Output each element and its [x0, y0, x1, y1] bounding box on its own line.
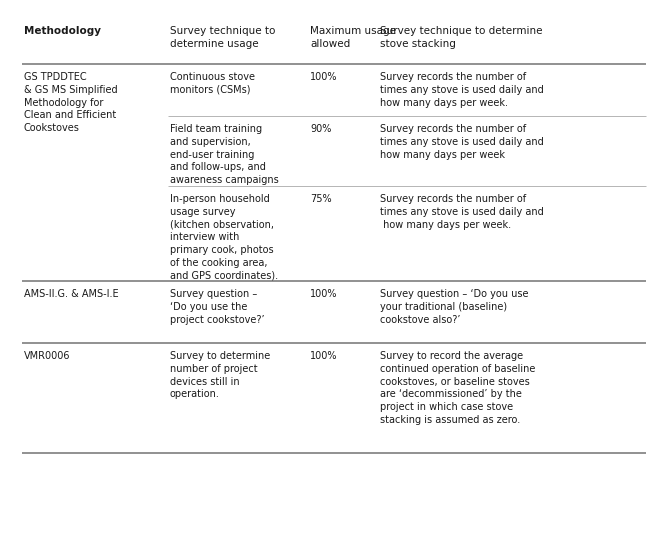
Text: VMR0006: VMR0006 [24, 351, 70, 361]
Text: Survey technique to determine
stove stacking: Survey technique to determine stove stac… [380, 26, 542, 49]
Text: Continuous stove
monitors (CSMs): Continuous stove monitors (CSMs) [170, 72, 255, 95]
Text: 75%: 75% [310, 194, 331, 204]
Text: Methodology: Methodology [24, 26, 101, 36]
Text: Survey records the number of
times any stove is used daily and
how many days per: Survey records the number of times any s… [380, 124, 544, 160]
Text: 100%: 100% [310, 351, 337, 361]
Text: Survey to record the average
continued operation of baseline
cookstoves, or base: Survey to record the average continued o… [380, 351, 535, 425]
Text: Field team training
and supervision,
end-user training
and follow-ups, and
aware: Field team training and supervision, end… [170, 124, 279, 185]
Text: 90%: 90% [310, 124, 331, 134]
Text: Maximum usage
allowed: Maximum usage allowed [310, 26, 396, 49]
Text: Survey to determine
number of project
devices still in
operation.: Survey to determine number of project de… [170, 351, 270, 399]
Text: In-person household
usage survey
(kitchen observation,
interview with
primary co: In-person household usage survey (kitche… [170, 194, 278, 281]
Text: AMS-II.G. & AMS-I.E: AMS-II.G. & AMS-I.E [24, 289, 119, 299]
Text: Survey question – ‘Do you use
your traditional (baseline)
cookstove also?’: Survey question – ‘Do you use your tradi… [380, 289, 529, 325]
Text: 100%: 100% [310, 289, 337, 299]
Text: GS TPDDTEC
& GS MS Simplified
Methodology for
Clean and Efficient
Cookstoves: GS TPDDTEC & GS MS Simplified Methodolog… [24, 72, 118, 133]
Text: 100%: 100% [310, 72, 337, 82]
Text: Survey records the number of
times any stove is used daily and
 how many days pe: Survey records the number of times any s… [380, 194, 544, 229]
Text: Survey records the number of
times any stove is used daily and
how many days per: Survey records the number of times any s… [380, 72, 544, 108]
Text: Survey technique to
determine usage: Survey technique to determine usage [170, 26, 276, 49]
Text: Survey question –
‘Do you use the
project cookstove?’: Survey question – ‘Do you use the projec… [170, 289, 265, 325]
